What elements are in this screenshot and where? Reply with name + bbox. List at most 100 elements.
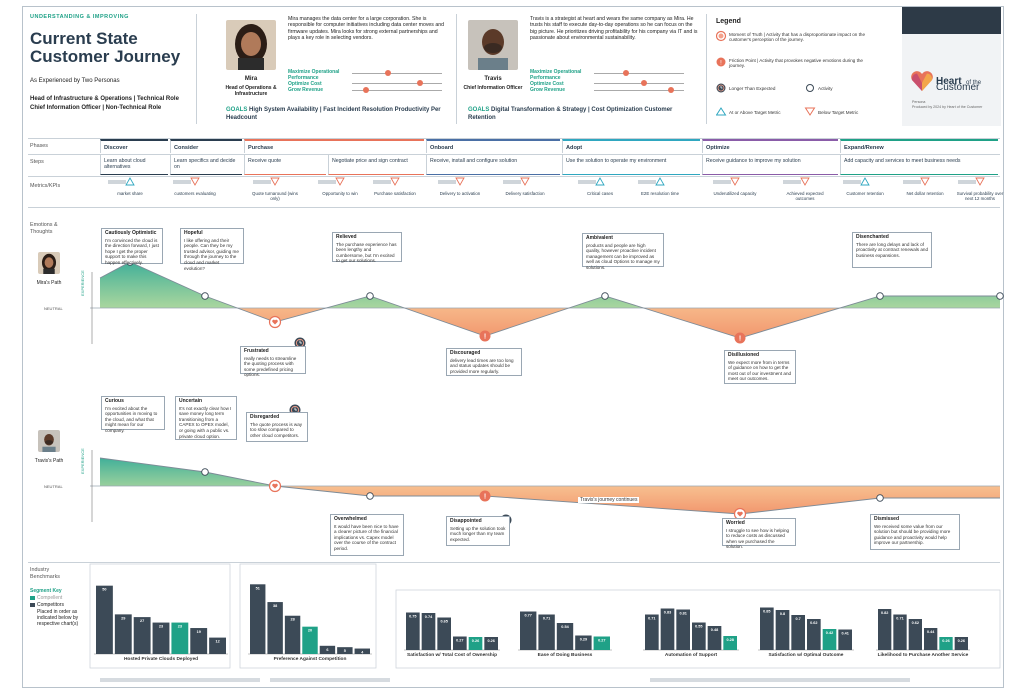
triangle-down-icon [975,177,985,186]
emotion-title: Curious [105,398,124,404]
emotion-text: Setting up the solution took much longer… [450,525,506,542]
mira-avatar [226,20,276,70]
activity-icon [876,494,884,502]
emotion-text: products and people are high quality, ho… [586,242,660,270]
metric-label: Underutilized capacity [713,191,757,196]
goals-text: High System Availability | Fast Incident… [226,107,441,121]
mira-emotion-card: Frustrated really needs to streamline the… [240,346,306,377]
activity-icon [806,84,814,92]
bar [209,637,226,654]
triangle-down-icon [730,177,740,186]
metric-label: Delivery to activation [439,191,481,196]
bar-value-label: 0.81 [679,612,686,616]
negative-area [100,486,1000,514]
emotion-title: Ambivalent [586,235,613,241]
bar [437,617,451,650]
emotion-text: The purchase experience has been lengthy… [336,241,397,264]
metric-value-blur [638,180,656,184]
emotion-text: I'm convinced the cloud is the direction… [105,237,159,265]
bar [760,607,774,650]
mira-role: Head of Operations & Infrastructure [225,85,277,97]
emotion-title: Uncertain [179,398,203,404]
bar [171,622,189,654]
chart-title: Preference Against Competition [273,657,347,662]
chart-frame [89,563,231,669]
slider-track [594,73,684,74]
mira-slider-label-3: Grow Revenue [288,87,324,93]
chart-title: Hosted Private Clouds Deployed [123,657,199,662]
bar-value-label: 6 [326,648,328,652]
mira-slider-label-2: Optimize Cost [288,81,322,87]
triangle-down-icon [800,177,810,186]
triangle-up-icon [716,107,727,116]
bar [152,622,170,654]
brand-credit-1: Persona [912,100,926,104]
slider-marker [385,70,391,76]
triangle-down-icon [390,177,400,186]
emotion-title: Relieved [336,234,357,240]
emotion-text: There are long delays and lack of proact… [856,241,929,258]
emotion-line [99,457,1000,515]
mira-emotion-card: Ambivalent products and people are high q… [582,233,664,270]
slider-track [594,83,684,84]
emotion-title: Disregarded [250,414,280,420]
triangle-down-icon [455,177,465,186]
emotion-title: Overwhelmed [334,516,367,522]
bar [284,615,301,654]
legend-item-friction: Friction Point | Activity that provokes … [729,58,863,69]
triangle-down-icon [804,107,816,116]
brand-panel [902,7,1001,34]
clock-icon [716,83,726,93]
mira-path-avatar [38,252,60,274]
svg-text:!: ! [484,334,486,341]
metric-value-blur [108,180,126,184]
role-line-2: Chief Information Officer | Non-Technica… [30,105,162,111]
bar-value-label: 0.26 [472,639,479,643]
legend-icons: ! [716,30,816,116]
metric-label: customers evaluating [174,191,216,196]
emotion-title: Disillusioned [728,352,760,358]
metric-label: Achieved expected outcomes [786,191,824,201]
metric-label: Net dollar retention [906,191,944,196]
phase-consider: Consider [170,139,242,153]
mira-sliders: Maximize Operational Performance Optimiz… [288,69,448,99]
bar [775,610,790,650]
emotion-text: I'm excited about the opportunities in m… [105,405,158,433]
mira-slider-label-1: Maximize Operational Performance [288,69,340,81]
bar-value-label: 12 [215,640,219,644]
bar-value-label: 23 [178,625,182,629]
segment-key-title: Segment Key [30,588,62,594]
metric-value-blur [318,180,336,184]
bar-value-label: 4 [361,651,364,655]
emotion-title: Hopeful [184,230,203,236]
mira-goals: GOALS High System Availability | Fast In… [226,107,446,122]
row-divider [28,176,1000,177]
bar-value-label: 27 [140,619,144,623]
emotion-title: Frustrated [244,348,269,354]
brand-credit-2: Produced by 2024 by Heart of the Custome… [912,105,983,109]
bar [924,628,938,650]
header-divider [706,14,707,124]
footnote-blur [650,678,910,682]
activity-icon [201,468,209,476]
chart-title: Satisfaction w/ Total Cost of Ownership [407,653,497,658]
emotion-text: The quote process is way too slow compar… [250,421,303,438]
bar-value-label: 0.28 [726,638,733,642]
negative-area [100,308,1000,338]
segment-key-item-2: Competitors [37,602,64,608]
mira-curve [90,261,1000,344]
activity-icon [201,292,209,300]
footnote-blur [270,678,390,682]
phase-discover: Discover [100,139,168,153]
segment-key-swatch-dark [30,603,35,607]
emotion-title: Disenchanted [856,234,889,240]
bar [354,648,370,654]
activity-icon [601,292,609,300]
mira-path-label: Mira's Path [36,280,62,286]
brand-word-customer: Customer [936,82,980,93]
bar-value-label: 0.7 [796,617,801,621]
bar [114,614,132,654]
travis-path-label: Travis's Path [34,458,64,464]
emotion-text: I struggle to see how is helping to redu… [726,527,790,550]
